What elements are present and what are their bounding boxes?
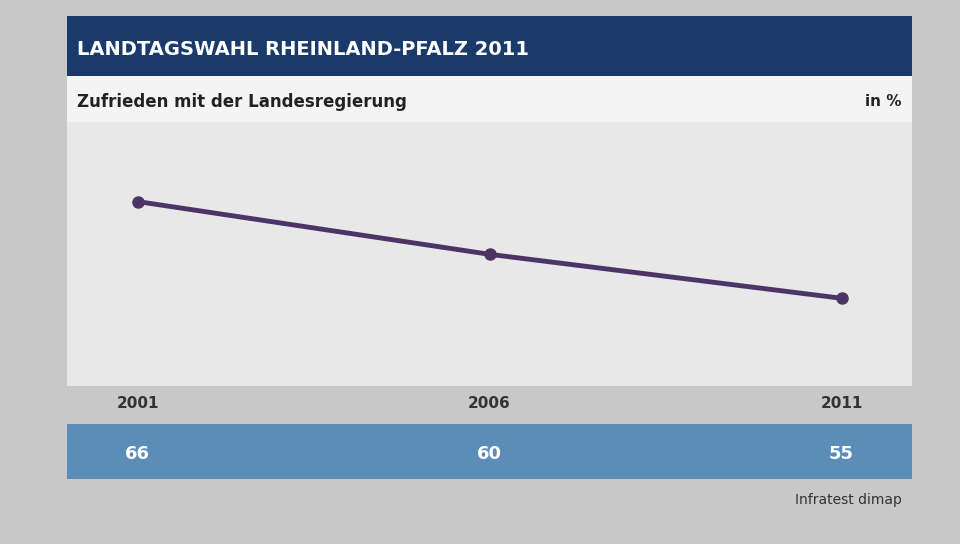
Text: Infratest dimap: Infratest dimap <box>795 493 901 508</box>
Text: 66: 66 <box>125 445 150 463</box>
Text: 55: 55 <box>829 445 854 463</box>
Text: Zufrieden mit der Landesregierung: Zufrieden mit der Landesregierung <box>78 92 407 110</box>
Text: 2001: 2001 <box>116 396 158 411</box>
Text: in %: in % <box>865 94 901 109</box>
Text: 2006: 2006 <box>468 396 511 411</box>
Text: 60: 60 <box>477 445 502 463</box>
Text: LANDTAGSWAHL RHEINLAND-PFALZ 2011: LANDTAGSWAHL RHEINLAND-PFALZ 2011 <box>78 40 529 59</box>
Text: 2011: 2011 <box>821 396 863 411</box>
